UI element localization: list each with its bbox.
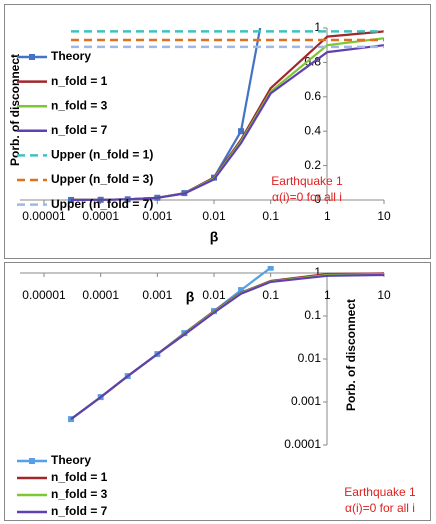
y-tick-label: 0 — [314, 192, 321, 206]
x-tick-label: 0.0001 — [82, 288, 119, 302]
series-line — [70, 273, 385, 420]
plot-area — [68, 266, 385, 423]
x-tick-label: 0.001 — [142, 209, 172, 223]
legend-marker — [29, 54, 35, 60]
y-tick-label: 0.001 — [291, 394, 321, 408]
x-tick-label: 10 — [377, 209, 391, 223]
legend-label: n_fold = 3 — [51, 98, 108, 112]
legend-label: n_fold = 7 — [51, 123, 108, 137]
legend-marker — [29, 458, 35, 464]
legend-label: n_fold = 1 — [51, 470, 108, 484]
x-tick-label: 0.00001 — [22, 209, 66, 223]
x-tick-label: 0.001 — [142, 288, 172, 302]
y-tick-label: 0.01 — [298, 351, 322, 365]
legend-label: Upper (n_fold = 3) — [51, 172, 153, 186]
panel-frame — [4, 4, 431, 259]
series-line — [70, 44, 385, 201]
y-tick-label: 0.4 — [304, 123, 321, 137]
y-tick-label: 0.1 — [304, 308, 321, 322]
legend-label: n_fold = 7 — [51, 504, 108, 518]
panel-frame — [4, 262, 431, 521]
plot-area — [68, 28, 385, 203]
legend-label: n_fold = 1 — [51, 74, 108, 88]
x-tick-label: 0.01 — [202, 288, 226, 302]
x-tick-label: 0.00001 — [22, 288, 66, 302]
x-tick-label: 0.1 — [262, 288, 279, 302]
annotation: Earthquake 1 — [344, 485, 416, 499]
point — [238, 128, 245, 135]
annotation: Earthquake 1 — [271, 174, 343, 188]
point — [267, 266, 274, 271]
annotation: α(i)=0 for all i — [272, 190, 342, 204]
x-tick-label: 0.0001 — [82, 209, 119, 223]
y-tick-label: 1 — [314, 265, 321, 279]
y-tick-label: 0.6 — [304, 89, 321, 103]
legend-label: n_fold = 3 — [51, 487, 108, 501]
legend-label: Upper (n_fold = 1) — [51, 148, 153, 162]
y-tick-label: 0.2 — [304, 158, 321, 172]
y-tick-label: 1 — [314, 20, 321, 34]
x-axis-label: β — [210, 229, 219, 245]
y-axis-label: Porb. of disconnect — [8, 54, 22, 166]
x-tick-label: 0.01 — [202, 209, 226, 223]
x-tick-label: 1 — [324, 288, 331, 302]
annotation: α(i)=0 for all i — [345, 501, 415, 515]
x-tick-label: 10 — [377, 288, 391, 302]
x-axis-label: β — [186, 289, 195, 305]
legend-label: Theory — [51, 453, 91, 467]
y-tick-label: 0.0001 — [284, 437, 321, 451]
x-tick-label: 0.1 — [262, 209, 279, 223]
legend-label: Theory — [51, 49, 91, 63]
y-axis-label: Porb. of disconnect — [344, 299, 358, 411]
point — [238, 287, 245, 294]
legend-label: Upper (n_fold = 7) — [51, 197, 153, 211]
x-tick-label: 1 — [324, 209, 331, 223]
